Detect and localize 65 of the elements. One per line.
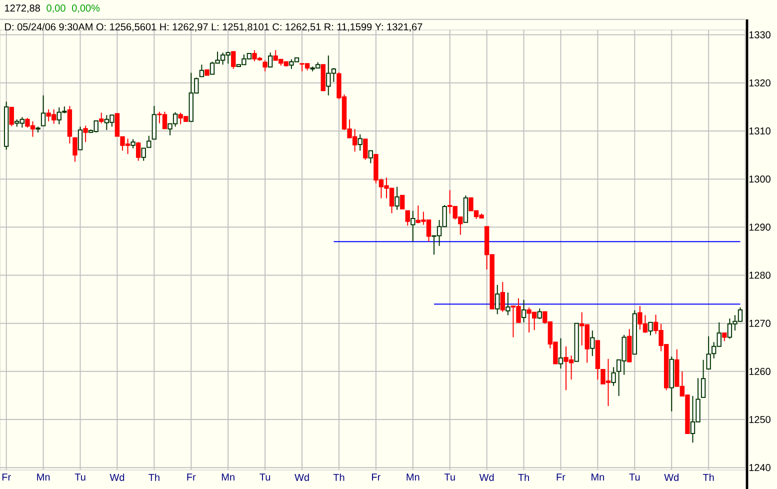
candlestick — [700, 359, 706, 398]
text: 0,00% — [72, 4, 100, 13]
x-tick-label: Mn — [592, 474, 604, 480]
y-tick-label: 1320 — [749, 79, 770, 86]
candlestick — [358, 134, 362, 152]
candlestick — [405, 210, 410, 226]
x-tick-label: Mn — [37, 474, 50, 480]
x-tick-label: Th — [518, 474, 529, 481]
candlestick — [506, 292, 510, 316]
x-tick-label: Wd — [479, 474, 494, 481]
y-tick-label: 1280 — [749, 272, 770, 279]
x-tick-label: Th — [702, 474, 714, 481]
x-tick-label: Wd — [294, 474, 309, 481]
y-tick-label: 1310 — [749, 127, 770, 135]
x-tick-label: Th — [333, 474, 344, 481]
candlestick — [136, 142, 141, 162]
text: 0,00 — [46, 4, 66, 13]
candlestick — [83, 125, 88, 143]
x-tick-label: Mn — [406, 474, 420, 480]
candlestick — [368, 150, 374, 164]
candlestick — [611, 366, 616, 386]
candlestick — [40, 94, 46, 127]
candlestick — [9, 106, 14, 127]
x-tick-label: Tu — [260, 474, 270, 481]
x-tick-label: Wd — [664, 474, 678, 481]
candlestick — [363, 138, 368, 160]
chart-title: 1272,88 — [5, 4, 40, 13]
candlestick — [500, 281, 506, 312]
candlestick — [199, 64, 204, 78]
candlestick — [521, 299, 526, 323]
candlestick — [648, 322, 653, 336]
candlestick — [590, 330, 595, 357]
y-tick-label: 1330 — [749, 31, 770, 38]
x-tick-label: Tu — [74, 474, 86, 481]
chart-subtitle: D: 05/24/06 9:30AM O: 1256,5601 H: 1262,97 L: 1251,8101 C: 1262,51 R: 11,1599 Y: 1321,67 — [5, 23, 422, 32]
y-tick-label: 1300 — [749, 176, 770, 183]
x-tick-label: Fr — [2, 474, 11, 480]
candlestick — [130, 138, 136, 149]
candlestick — [558, 338, 564, 370]
x-tick-label: Mn — [222, 474, 234, 480]
candlestick — [537, 308, 542, 320]
candlestick — [410, 210, 416, 242]
x-tick-label: Fr — [556, 474, 566, 480]
x-tick-label: Tu — [444, 474, 455, 481]
y-tick-label: 1250 — [749, 416, 770, 424]
candlestick — [231, 51, 236, 70]
y-tick-label: 1270 — [749, 320, 770, 327]
candlestick — [72, 137, 78, 162]
candlestick — [78, 126, 83, 150]
x-tick-label: Tu — [629, 474, 640, 481]
candlestick — [400, 194, 405, 210]
candlestick — [99, 112, 104, 124]
candlestick — [146, 135, 152, 148]
y-tick-label: 1290 — [749, 224, 770, 231]
x-tick-label: Wd — [110, 474, 124, 481]
candlestick — [495, 284, 500, 315]
x-tick-label: Th — [148, 474, 160, 481]
candlestick — [394, 186, 400, 210]
candlestick — [141, 148, 146, 162]
candlestick — [268, 52, 273, 68]
x-tick-label: Fr — [372, 474, 380, 480]
y-tick-label: 1240 — [749, 464, 770, 472]
x-tick-label: Fr — [187, 474, 196, 480]
candlestick — [262, 60, 268, 72]
y-tick-label: 1260 — [749, 368, 770, 375]
